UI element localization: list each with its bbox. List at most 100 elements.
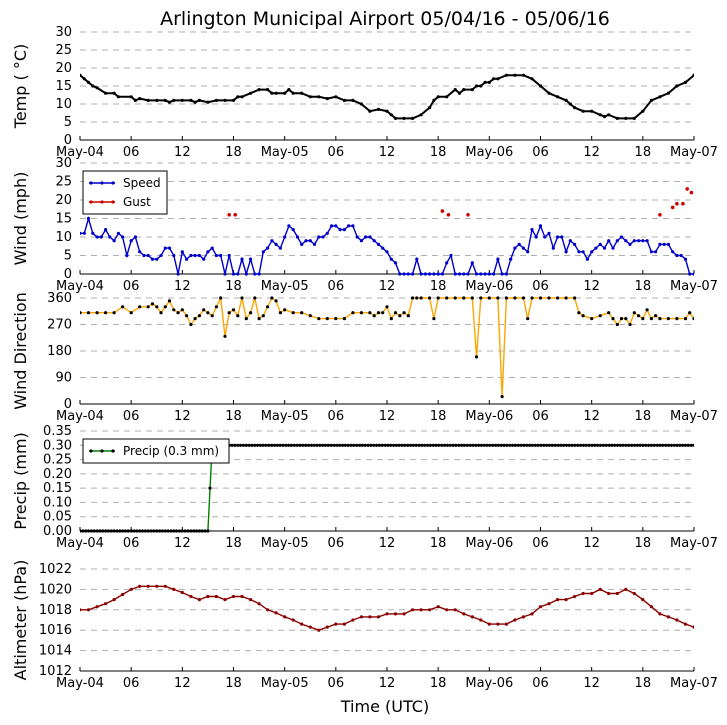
precip-point — [146, 529, 150, 533]
temp-line — [80, 74, 694, 120]
precip-point — [477, 443, 481, 447]
precip-xtick-label: 12 — [174, 536, 191, 551]
precip-point — [80, 529, 82, 533]
temp-y-axis-label: Temp ( °C) — [11, 44, 30, 129]
wind-point — [295, 235, 300, 239]
wdir-point — [146, 305, 150, 309]
wind-point — [521, 246, 526, 250]
wdir-ytick-label: 360 — [47, 291, 72, 306]
wind-point — [159, 253, 163, 258]
alti-point — [240, 594, 244, 599]
temp-xtick-label: 18 — [430, 145, 447, 160]
wind-ytick-label: 20 — [55, 193, 72, 208]
alti-point — [257, 602, 261, 606]
wind-point — [411, 272, 415, 276]
temp-point — [334, 95, 338, 99]
precip-point — [505, 443, 509, 447]
precip-point — [445, 443, 449, 447]
wind-point — [718, 250, 721, 253]
precip-point — [508, 443, 512, 447]
temp-point — [496, 77, 500, 81]
wdir-point — [261, 314, 265, 318]
temp-point — [411, 116, 415, 120]
alti-xtick-label: 06 — [123, 676, 140, 691]
wdir-point — [538, 296, 543, 300]
panel-wdir: 0 90 180 270 360 May-04 06 12 18 May-05 06 12 18 May-… — [11, 291, 718, 424]
precip-point — [596, 443, 600, 447]
precip-point — [352, 443, 356, 447]
wdir-point — [185, 314, 189, 318]
precip-point — [448, 443, 452, 447]
precip-point — [423, 443, 427, 447]
precip-point — [270, 443, 274, 447]
alti-point — [615, 591, 619, 596]
precip-point — [343, 443, 347, 447]
alti-xtick-label: May-04 — [56, 676, 104, 691]
wind-point — [585, 257, 590, 261]
temp-point — [598, 113, 602, 117]
wdir-point — [462, 296, 466, 300]
wind-point — [283, 235, 287, 239]
precip-point — [272, 443, 277, 447]
precip-ytick-label: 0.00 — [43, 524, 72, 539]
wdir-point — [257, 317, 261, 321]
wind-point — [317, 235, 321, 239]
temp-point — [359, 102, 363, 106]
wind-point — [351, 224, 355, 228]
alti-point — [172, 587, 176, 592]
precip-point — [149, 529, 153, 533]
precip-point — [326, 443, 330, 447]
alti-ytick-label: 1018 — [39, 603, 72, 618]
wind-point — [359, 239, 363, 243]
wind-point — [568, 239, 572, 243]
precip-point — [457, 443, 461, 447]
wdir-point — [419, 296, 423, 300]
precip-point — [197, 529, 201, 533]
wind-point — [701, 258, 704, 261]
alti-point — [129, 587, 133, 592]
precip-point — [530, 443, 535, 447]
alti-point — [436, 605, 440, 609]
precip-point — [672, 443, 676, 447]
precip-point — [618, 443, 622, 447]
wdir-point — [688, 311, 692, 315]
wind-point — [564, 250, 568, 254]
wdir-point — [692, 317, 694, 321]
temp-point — [483, 80, 487, 84]
temp-point — [86, 80, 91, 84]
wdir-point — [334, 317, 338, 321]
precip-point — [513, 443, 518, 447]
precip-point — [192, 529, 196, 533]
wdir-point — [80, 311, 82, 315]
temp-xtick-label: 12 — [583, 145, 600, 160]
precip-point — [92, 529, 96, 533]
precip-xtick-label: May-04 — [56, 536, 104, 551]
temp-point — [649, 98, 654, 102]
wdir-point — [223, 334, 227, 338]
wdir-xtick-label: 06 — [328, 409, 345, 424]
temp-point — [317, 95, 321, 99]
wind-xtick-label: 06 — [328, 279, 345, 294]
alti-point — [496, 622, 500, 626]
precip-point — [386, 443, 390, 447]
wdir-point — [406, 314, 410, 318]
wind-xtick-label: 06 — [532, 279, 549, 294]
precip-point — [649, 443, 654, 447]
alti-point — [385, 612, 389, 616]
wind-point — [104, 228, 108, 232]
precip-point — [101, 529, 105, 533]
alti-ytick-label: 1020 — [39, 582, 72, 597]
wind-point — [163, 246, 167, 250]
alti-point — [112, 598, 116, 602]
precip-point — [570, 443, 574, 447]
wind-point — [446, 213, 451, 217]
wdir-point — [402, 311, 406, 315]
wdir-point — [163, 305, 167, 309]
wind-legend-marker — [111, 181, 115, 185]
x-axis-label: Time (UTC) — [340, 697, 429, 716]
wind-point — [710, 272, 713, 275]
temp-point — [432, 98, 436, 102]
wind-point — [125, 253, 129, 258]
wind-point — [197, 253, 201, 258]
temp-series-temp — [80, 73, 694, 120]
